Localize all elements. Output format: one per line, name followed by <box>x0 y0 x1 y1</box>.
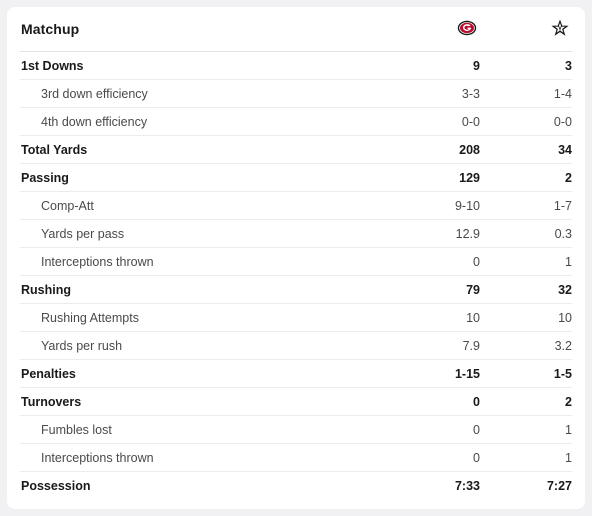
stat-label: Yards per pass <box>41 227 125 241</box>
stat-label: 3rd down efficiency <box>41 87 148 101</box>
stat-row: Possession 7:33 7:27 <box>20 472 572 500</box>
stat-row: Turnovers 0 2 <box>20 388 572 416</box>
away-team-value: 1 <box>565 255 572 269</box>
stat-label: 4th down efficiency <box>41 115 148 129</box>
stat-row: 1st Downs 9 3 <box>20 52 572 80</box>
stat-row: Yards per pass 12.9 0.3 <box>20 220 572 248</box>
stat-row: Interceptions thrown 0 1 <box>20 248 572 276</box>
home-team-value: 10 <box>466 311 480 325</box>
stat-row: Fumbles lost 0 1 <box>20 416 572 444</box>
away-team-value: 1-7 <box>553 199 572 213</box>
home-team-value: 3-3 <box>461 87 480 101</box>
stat-label: Possession <box>21 479 91 493</box>
stat-label: Yards per rush <box>41 339 123 353</box>
stats-table: 1st Downs 9 3 3rd down efficiency 3-3 1-4 4th … <box>20 52 572 500</box>
stat-label: Passing <box>21 171 69 185</box>
stat-label: 1st Downs <box>21 59 84 73</box>
home-team-value: 1-15 <box>454 367 480 381</box>
stat-label: Fumbles lost <box>41 423 112 437</box>
away-team-value: 10 <box>558 311 572 325</box>
stat-row: 3rd down efficiency 3-3 1-4 <box>20 80 572 108</box>
home-team-value: 0 <box>473 255 480 269</box>
away-team-value: 7:27 <box>546 479 572 493</box>
away-team-value: 2 <box>565 395 572 409</box>
away-team-value: 1-4 <box>553 87 572 101</box>
home-team-value: 0 <box>473 423 480 437</box>
stat-label: Interceptions thrown <box>41 255 154 269</box>
home-team-value: 7:33 <box>454 479 480 493</box>
stat-row: Yards per rush 7.9 3.2 <box>20 332 572 360</box>
stat-label: Penalties <box>21 367 76 381</box>
away-team-value: 34 <box>558 143 572 157</box>
stat-label: Rushing Attempts <box>41 311 139 325</box>
stat-label: Turnovers <box>21 395 82 409</box>
home-team-value: 0 <box>473 451 480 465</box>
home-team-value: 79 <box>466 283 480 297</box>
home-team-value: 9-10 <box>454 199 480 213</box>
stat-label: Rushing <box>21 283 71 297</box>
stat-row: Rushing Attempts 10 10 <box>20 304 572 332</box>
vanderbilt-star-logo-icon <box>550 18 570 38</box>
home-team-value: 0 <box>473 395 480 409</box>
stat-row: Penalties 1-15 1-5 <box>20 360 572 388</box>
home-team-value: 0-0 <box>461 115 480 129</box>
stat-row: 4th down efficiency 0-0 0-0 <box>20 108 572 136</box>
stat-label: Comp-Att <box>41 199 94 213</box>
stat-label: Total Yards <box>21 143 88 157</box>
stat-label: Interceptions thrown <box>41 451 154 465</box>
away-team-value: 0-0 <box>553 115 572 129</box>
matchup-header: Matchup <box>20 7 572 52</box>
away-team-value: 32 <box>558 283 572 297</box>
away-team-value: 1 <box>565 451 572 465</box>
stat-row: Comp-Att 9-10 1-7 <box>20 192 572 220</box>
matchup-title: Matchup <box>21 21 80 37</box>
matchup-card: Matchup 1st Downs 9 3 3rd down efficiency 3-… <box>7 7 585 509</box>
away-team-value: 2 <box>565 171 572 185</box>
stat-row: Interceptions thrown 0 1 <box>20 444 572 472</box>
home-team-value: 12.9 <box>455 227 480 241</box>
home-team-value: 9 <box>473 59 480 73</box>
stat-row: Total Yards 208 34 <box>20 136 572 164</box>
stat-row: Rushing 79 32 <box>20 276 572 304</box>
away-team-value: 1-5 <box>553 367 572 381</box>
home-team-value: 129 <box>459 171 480 185</box>
away-team-value: 3.2 <box>554 339 572 353</box>
stat-row: Passing 129 2 <box>20 164 572 192</box>
home-team-value: 208 <box>459 143 480 157</box>
away-team-value: 0.3 <box>554 227 572 241</box>
away-team-value: 1 <box>565 423 572 437</box>
home-team-value: 7.9 <box>462 339 480 353</box>
georgia-g-logo-icon <box>457 18 477 38</box>
away-team-value: 3 <box>565 59 572 73</box>
